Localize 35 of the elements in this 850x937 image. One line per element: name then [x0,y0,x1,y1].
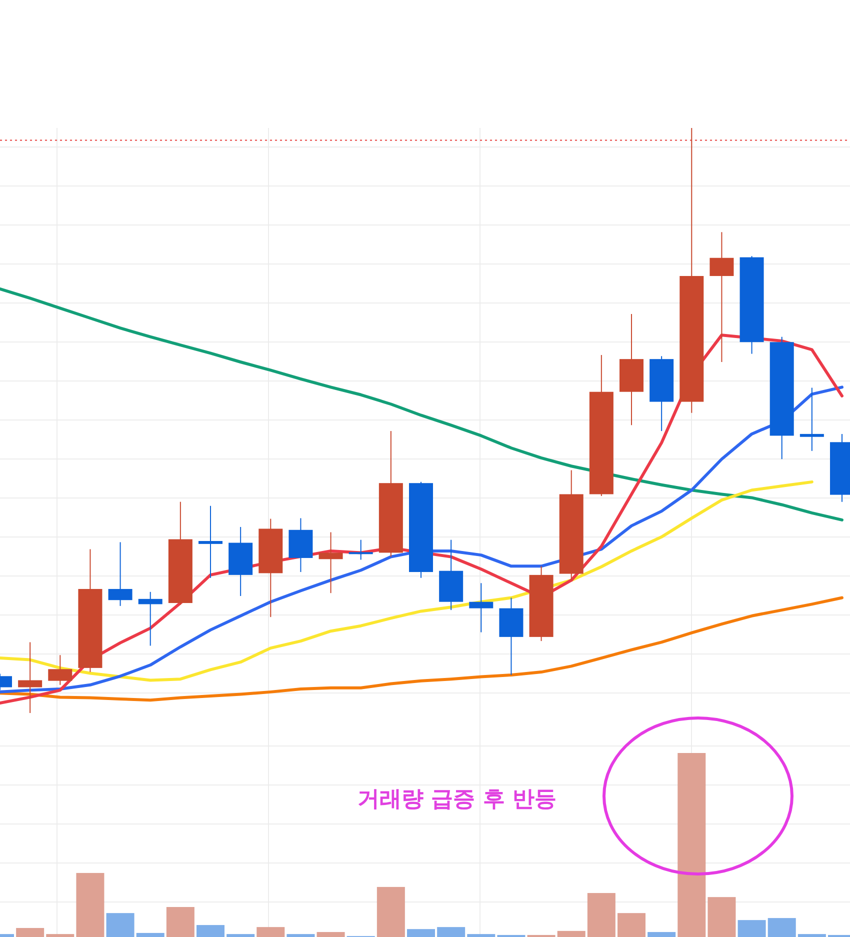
candlestick [710,232,734,362]
candlestick [348,539,373,560]
bar [798,934,826,937]
bar [226,934,255,937]
bar [648,932,676,937]
candlestick [138,591,162,646]
candlestick [198,505,222,578]
bar [437,927,466,937]
annotation: 거래량 급증 후 반등 [358,787,556,812]
candlestick [318,532,343,594]
bar [166,907,194,937]
candlestick [800,387,824,452]
candlestick [108,542,132,606]
bar [618,913,646,937]
bar [136,932,164,937]
bar [467,934,496,937]
candlestick [48,654,72,686]
bar [16,928,44,937]
bar [587,893,616,937]
bar [678,753,706,937]
bar [76,872,104,937]
bar [106,913,134,937]
candlestick [469,582,494,633]
bar [738,920,766,937]
bar [407,929,435,937]
bar [557,930,586,937]
bar [768,918,796,937]
bar [316,932,345,937]
bar [708,897,736,937]
candlestick [18,642,42,714]
bar [286,934,315,937]
bar [196,925,224,937]
bar [256,927,285,937]
bar [376,886,405,937]
bar [46,934,74,937]
